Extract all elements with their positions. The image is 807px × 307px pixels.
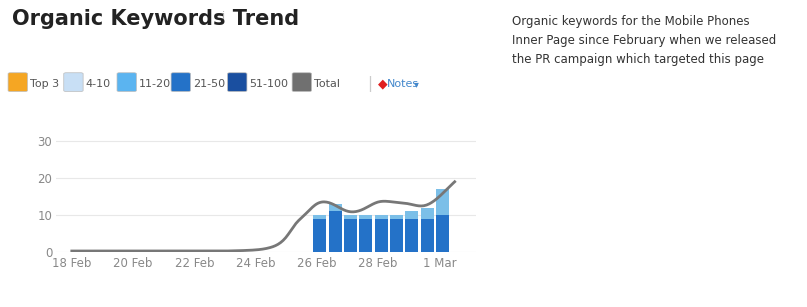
Bar [420,219,433,252]
Bar [344,219,357,252]
Text: 51-100: 51-100 [249,80,288,89]
Bar [374,215,387,219]
Bar [359,215,372,219]
Text: |: | [367,76,372,92]
Bar [436,189,449,215]
Bar [313,219,326,252]
Bar [390,219,403,252]
Text: Organic Keywords Trend: Organic Keywords Trend [12,9,299,29]
Bar [405,219,418,252]
Text: 21-50: 21-50 [193,80,225,89]
Bar [344,215,357,219]
Bar [390,215,403,219]
Text: 4-10: 4-10 [86,80,111,89]
Bar [328,211,341,252]
Bar [328,204,341,211]
Text: i: i [222,11,225,21]
Text: ▾: ▾ [414,80,419,89]
Text: 11-20: 11-20 [139,80,171,89]
Bar [359,219,372,252]
Text: Top 3: Top 3 [30,80,59,89]
Bar [436,215,449,252]
Bar [420,208,433,219]
Bar [405,211,418,219]
Text: ◆: ◆ [378,77,387,90]
Text: Notes: Notes [387,80,420,89]
Bar [313,215,326,219]
Text: Total: Total [314,80,340,89]
Bar [374,219,387,252]
Text: Organic keywords for the Mobile Phones
Inner Page since February when we release: Organic keywords for the Mobile Phones I… [512,15,776,66]
